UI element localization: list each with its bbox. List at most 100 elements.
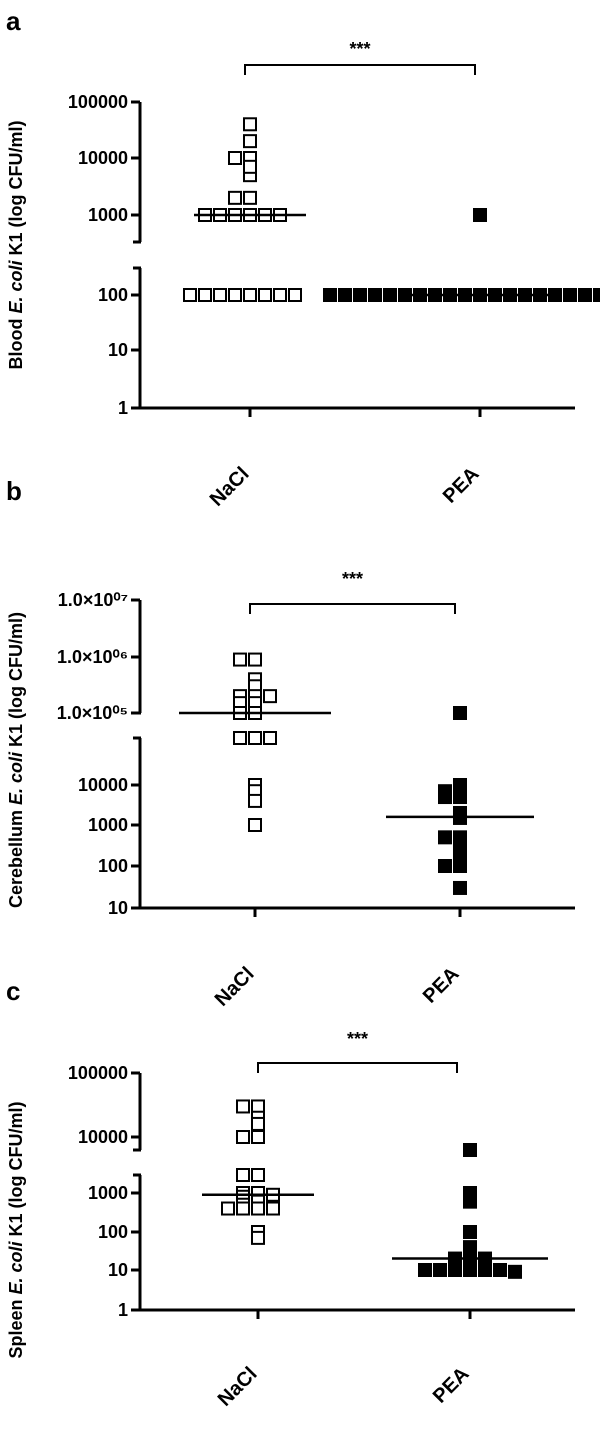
panel-letter: a bbox=[6, 6, 21, 36]
data-point-filled bbox=[508, 1264, 522, 1279]
data-point-filled bbox=[453, 880, 467, 895]
x-category-label: NaCl bbox=[214, 1363, 262, 1411]
significance-bracket bbox=[249, 603, 456, 614]
data-point-open bbox=[243, 159, 257, 174]
y-tick-label: 100 bbox=[98, 285, 128, 305]
data-point-open bbox=[213, 288, 227, 302]
data-point-open bbox=[251, 1116, 265, 1131]
data-point-open bbox=[248, 818, 262, 832]
y-tick-label: 100 bbox=[98, 856, 128, 876]
data-point-filled bbox=[563, 288, 577, 302]
data-point-filled bbox=[463, 1225, 477, 1239]
data-point-open bbox=[266, 1201, 280, 1216]
data-point-open bbox=[263, 689, 277, 704]
data-point-open bbox=[236, 1099, 250, 1114]
x-category-label: PEA bbox=[429, 1363, 474, 1408]
significance-label: *** bbox=[347, 1029, 368, 1049]
y-tick-label: 1000 bbox=[88, 1183, 128, 1203]
y-tick-label: 10000 bbox=[78, 1127, 128, 1147]
data-point-open bbox=[198, 288, 212, 302]
panel-letter: b bbox=[6, 476, 22, 506]
data-point-open bbox=[273, 288, 287, 302]
data-point-filled bbox=[383, 288, 397, 302]
data-point-open bbox=[243, 134, 257, 149]
y-tick-label: 100000 bbox=[68, 92, 128, 112]
data-point-filled bbox=[418, 1263, 432, 1277]
data-point-open bbox=[243, 288, 257, 302]
data-point-open bbox=[228, 288, 242, 302]
data-point-filled bbox=[438, 790, 452, 805]
y-tick-label: 1 bbox=[118, 1300, 128, 1320]
y-axis-label: Cerebellum E. coli K1 (log CFU/ml) bbox=[6, 612, 26, 908]
data-point-filled bbox=[453, 706, 467, 720]
data-point-filled bbox=[453, 839, 467, 854]
data-point-filled bbox=[453, 859, 467, 873]
data-point-open bbox=[248, 731, 262, 745]
data-point-open bbox=[236, 1130, 250, 1144]
data-point-open bbox=[233, 652, 247, 667]
y-tick-label: 1.0×10⁰⁶ bbox=[57, 647, 128, 667]
chart-panel-c: c 1 10 100 1000 10000 100000 NaCl PEA Spleen E. c… bbox=[6, 976, 575, 1411]
data-point-open bbox=[228, 190, 242, 205]
data-point-open bbox=[251, 1230, 265, 1245]
data-point-filled bbox=[463, 1263, 477, 1277]
data-point-open bbox=[236, 1168, 250, 1182]
significance-bracket bbox=[257, 1062, 458, 1073]
data-point-open bbox=[248, 652, 262, 667]
y-axis-label: Blood E. coli K1 (log CFU/ml) bbox=[6, 120, 26, 369]
significance-label: *** bbox=[349, 39, 370, 59]
y-tick-label: 10 bbox=[108, 340, 128, 360]
data-point-open bbox=[248, 793, 262, 808]
data-point-filled bbox=[438, 830, 452, 845]
data-point-filled bbox=[473, 208, 487, 222]
data-point-filled bbox=[353, 288, 367, 302]
data-point-open bbox=[233, 731, 247, 745]
data-point-filled bbox=[433, 1263, 447, 1277]
y-tick-label: 100 bbox=[98, 1222, 128, 1242]
data-point-open bbox=[258, 288, 272, 302]
chart-panel-b: b 10 100 1000 10000 1.0×10⁰⁵ 1.0×10⁰⁶ 1.0×10⁰⁷ N… bbox=[6, 476, 575, 1011]
data-point-open bbox=[183, 288, 197, 302]
data-point-open bbox=[236, 1201, 250, 1216]
y-tick-label: 1 bbox=[118, 398, 128, 418]
data-point-filled bbox=[478, 1263, 492, 1277]
data-point-filled bbox=[438, 859, 452, 873]
data-point-open bbox=[243, 190, 257, 205]
data-point-filled bbox=[448, 1263, 462, 1277]
y-axis-label: Spleen E. coli K1 (log CFU/ml) bbox=[6, 1101, 26, 1358]
y-tick-label: 1000 bbox=[88, 815, 128, 835]
data-point-open bbox=[251, 1130, 265, 1144]
data-point-filled bbox=[338, 288, 352, 302]
data-point-filled bbox=[368, 288, 382, 302]
data-point-filled bbox=[578, 288, 592, 302]
data-point-open bbox=[228, 151, 242, 165]
y-tick-label: 10000 bbox=[78, 775, 128, 795]
data-point-open bbox=[251, 1168, 265, 1182]
data-point-open bbox=[288, 288, 302, 302]
y-tick-label: 1.0×10⁰⁷ bbox=[58, 590, 128, 610]
y-tick-label: 100000 bbox=[68, 1063, 128, 1083]
y-tick-label: 1.0×10⁰⁵ bbox=[57, 703, 128, 723]
data-point-filled bbox=[453, 790, 467, 805]
x-category-label: NaCl bbox=[206, 463, 254, 511]
data-point-open bbox=[263, 731, 277, 745]
data-point-open bbox=[221, 1201, 235, 1216]
data-point-open bbox=[251, 1201, 265, 1216]
data-point-open bbox=[251, 1099, 265, 1114]
y-tick-label: 1000 bbox=[88, 205, 128, 225]
panel-letter: c bbox=[6, 976, 20, 1006]
y-tick-label: 10 bbox=[108, 1260, 128, 1280]
data-point-filled bbox=[323, 288, 337, 302]
y-tick-label: 10 bbox=[108, 898, 128, 918]
x-category-label: PEA bbox=[419, 963, 464, 1008]
data-point-filled bbox=[463, 1143, 477, 1157]
data-point-open bbox=[243, 117, 257, 132]
data-point-filled bbox=[593, 288, 600, 302]
x-category-label: PEA bbox=[439, 463, 484, 508]
data-point-filled bbox=[463, 1194, 477, 1209]
y-tick-label: 10000 bbox=[78, 148, 128, 168]
data-point-filled bbox=[493, 1263, 507, 1277]
significance-bracket bbox=[244, 64, 476, 75]
chart-panel-a: a 1 10 100 1000 10000 100000 NaCl PEA Blood E. co… bbox=[6, 6, 600, 511]
